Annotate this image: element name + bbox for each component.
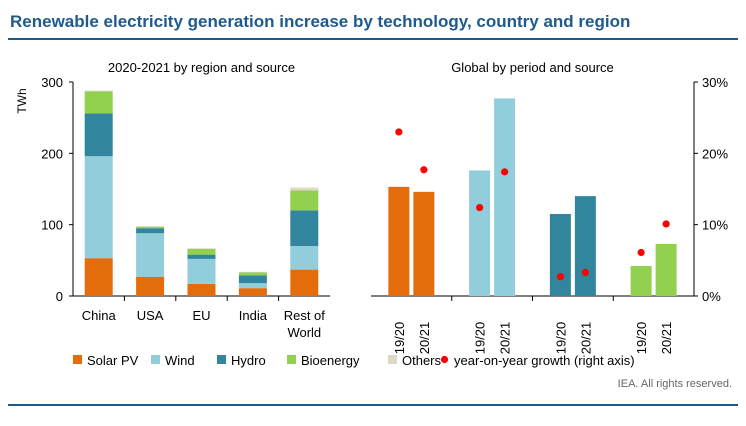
- left-y-tick-label: 100: [41, 218, 63, 233]
- category-label: Rest of: [284, 308, 326, 323]
- bar-others: [290, 187, 319, 191]
- bar-hydro: [136, 228, 165, 234]
- bar-bioenergy: [84, 91, 113, 114]
- category-label: World: [287, 325, 321, 340]
- bar-others: [187, 248, 216, 249]
- left-chart-title: 2020-2021 by region and source: [108, 60, 295, 75]
- growth-point: [476, 203, 484, 212]
- category-label: China: [82, 308, 117, 323]
- growth-point: [637, 248, 645, 257]
- bar-solar: [84, 258, 113, 296]
- global-bar-solar: [388, 186, 410, 296]
- legend-label: Bioenergy: [301, 353, 360, 368]
- bar-wind: [136, 233, 165, 277]
- chart-title: Renewable electricity generation increas…: [10, 12, 631, 31]
- bar-wind: [187, 258, 216, 284]
- credit-text: IEA. All rights reserved.: [617, 378, 732, 390]
- bottom-rule: [8, 404, 738, 406]
- period-label: 19/20: [392, 322, 407, 355]
- period-label: 20/21: [659, 322, 674, 355]
- bar-solar: [238, 288, 267, 296]
- global-bar-solar: [413, 191, 435, 296]
- growth-point: [556, 273, 564, 281]
- growth-point: [581, 268, 589, 277]
- global-bar-hydro: [549, 213, 571, 296]
- category-label: EU: [192, 308, 210, 323]
- bar-hydro: [238, 275, 267, 284]
- global-bar-hydro: [574, 196, 596, 296]
- bar-hydro: [84, 113, 113, 157]
- growth-point: [420, 166, 428, 174]
- growth-point: [662, 220, 670, 228]
- global-bar-wind: [469, 170, 491, 296]
- left-y-tick-label: 200: [41, 146, 63, 161]
- period-label: 20/21: [498, 322, 513, 355]
- legend-label: Solar PV: [87, 353, 139, 368]
- bar-wind: [290, 246, 319, 270]
- bar-bioenergy: [187, 248, 216, 255]
- right-y2-tick-label: 0%: [702, 289, 721, 304]
- category-label: USA: [137, 308, 164, 323]
- global-bar-bioenergy: [655, 243, 677, 296]
- bar-others: [84, 90, 113, 92]
- title-underline: [8, 38, 738, 40]
- left-y-tick-label: 0: [56, 289, 63, 304]
- bar-wind: [238, 283, 267, 289]
- legend-swatch-bioenergy: [287, 355, 296, 364]
- legend-label: Others: [402, 353, 442, 368]
- period-label: 19/20: [553, 322, 568, 355]
- legend-swatch-hydro: [217, 355, 226, 364]
- bar-others: [238, 271, 267, 273]
- bar-bioenergy: [238, 272, 267, 276]
- bar-bioenergy: [290, 190, 319, 211]
- bar-wind: [84, 156, 113, 259]
- left-y-tick-label: 300: [41, 75, 63, 90]
- category-label: India: [239, 308, 268, 323]
- legend-label: Wind: [165, 353, 195, 368]
- right-chart-title: Global by period and source: [451, 60, 614, 75]
- right-y2-tick-label: 20%: [702, 146, 728, 161]
- legend-swatch-solar: [73, 355, 82, 364]
- bar-solar: [136, 276, 165, 296]
- period-label: 19/20: [473, 322, 488, 355]
- growth-point: [501, 168, 509, 176]
- global-bar-bioenergy: [630, 266, 652, 296]
- legend-swatch-growth: [440, 355, 449, 364]
- bar-hydro: [290, 210, 319, 247]
- bar-hydro: [187, 254, 216, 259]
- period-label: 20/21: [417, 322, 432, 355]
- legend-swatch-others: [388, 355, 397, 364]
- legend-swatch-wind: [151, 355, 160, 364]
- legend-label: year-on-year growth (right axis): [454, 353, 635, 368]
- bar-solar: [290, 269, 319, 296]
- right-y2-tick-label: 10%: [702, 218, 728, 233]
- bar-others: [136, 226, 165, 227]
- left-y-axis-label: TWh: [15, 88, 29, 113]
- legend-label: Hydro: [231, 353, 266, 368]
- growth-point: [395, 128, 403, 136]
- period-label: 19/20: [634, 322, 649, 355]
- bar-bioenergy: [136, 226, 165, 229]
- right-y2-tick-label: 30%: [702, 75, 728, 90]
- period-label: 20/21: [578, 322, 593, 355]
- global-bar-wind: [494, 98, 516, 296]
- bar-solar: [187, 283, 216, 296]
